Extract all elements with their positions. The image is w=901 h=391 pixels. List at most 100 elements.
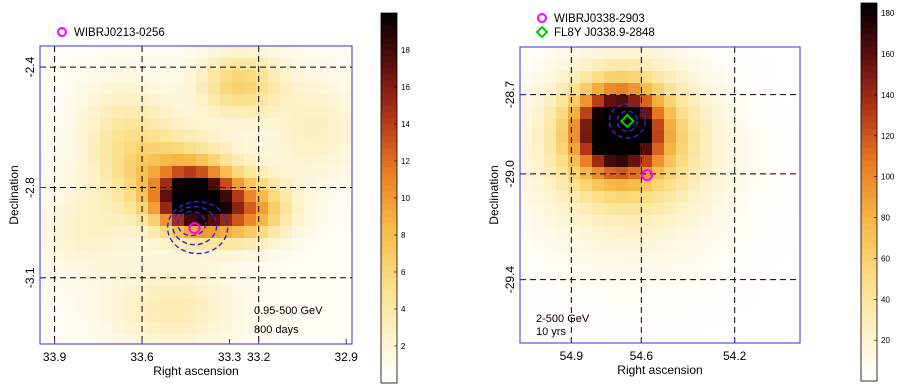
heatmap-cell <box>544 143 557 156</box>
heatmap-cell <box>700 155 713 168</box>
heatmap-cell <box>556 275 569 288</box>
heatmap-cell <box>304 154 317 167</box>
heatmap-cell <box>760 47 773 60</box>
heatmap-cell <box>64 226 77 239</box>
heatmap-cell <box>112 262 125 275</box>
heatmap-cell <box>124 298 137 311</box>
heatmap-cell <box>760 167 773 180</box>
colorbar: 20 40 60 80 100 120 140 160 180 <box>860 2 895 382</box>
heatmap-cell <box>748 83 761 96</box>
heatmap-cell <box>700 71 713 84</box>
heatmap-cell <box>292 82 305 95</box>
heatmap-cell <box>604 287 617 300</box>
heatmap-cell <box>208 190 221 203</box>
heatmap-cell <box>172 190 185 203</box>
heatmap-cell <box>640 59 653 72</box>
heatmap-cell <box>772 227 785 240</box>
heatmap-cell <box>316 334 329 344</box>
heatmap-cell <box>748 227 761 240</box>
heatmap-cell <box>712 239 725 252</box>
heatmap-cell <box>148 130 161 143</box>
heatmap-cell <box>100 250 113 263</box>
heatmap-cell <box>760 239 773 252</box>
heatmap-cell <box>568 71 581 84</box>
heatmap-cell <box>316 262 329 275</box>
heatmap-cell <box>244 202 257 215</box>
heatmap-cell <box>220 298 233 311</box>
heatmap-cell <box>124 190 137 203</box>
heatmap-cell <box>220 202 233 215</box>
heatmap-cell <box>664 71 677 84</box>
heatmap-cell <box>208 274 221 287</box>
heatmap-cell <box>196 334 209 344</box>
heatmap-cell <box>280 262 293 275</box>
heatmap-cell <box>628 263 641 276</box>
heatmap-cell <box>304 58 317 71</box>
heatmap-cell <box>268 82 281 95</box>
heatmap-cell <box>712 179 725 192</box>
heatmap-cell <box>784 95 797 108</box>
heatmap-cell <box>340 274 352 287</box>
heatmap-cell <box>640 131 653 144</box>
heatmap-cell <box>64 118 77 131</box>
heatmap-cell <box>784 107 797 120</box>
heatmap-cell <box>340 106 352 119</box>
heatmap-cell <box>520 143 533 156</box>
colorbar-segment <box>381 117 397 125</box>
heatmap-cell <box>148 214 161 227</box>
heatmap-cell <box>796 203 800 216</box>
heatmap-cell <box>592 47 605 60</box>
heatmap-cell <box>220 190 233 203</box>
heatmap-cell <box>604 263 617 276</box>
heatmap-cell <box>304 226 317 239</box>
heatmap-cell <box>724 83 737 96</box>
heatmap-cell <box>160 226 173 239</box>
heatmap-cell <box>760 143 773 156</box>
y-tick-label: -2.8 <box>23 177 37 198</box>
heatmap-cell <box>676 263 689 276</box>
heatmap-cell <box>664 299 677 312</box>
heatmap-cell <box>196 190 209 203</box>
heatmap-cell <box>328 250 341 263</box>
heatmap-cell <box>124 250 137 263</box>
heatmap-cell <box>268 106 281 119</box>
heatmap-cell <box>556 191 569 204</box>
heatmap-cell <box>556 107 569 120</box>
heatmap-cell <box>724 59 737 72</box>
colorbar-segment <box>861 267 877 275</box>
heatmap-cell <box>532 95 545 108</box>
heatmap-cell <box>676 323 689 336</box>
heatmap-cell <box>304 70 317 83</box>
heatmap-cell <box>592 131 605 144</box>
y-tick-label: -2.4 <box>23 56 37 77</box>
heatmap-cell <box>208 94 221 107</box>
heatmap-cell <box>280 118 293 131</box>
heatmap-cell <box>736 59 749 72</box>
heatmap-cell <box>532 287 545 300</box>
heatmap-cell <box>148 106 161 119</box>
heatmap-cell <box>568 95 581 108</box>
energy-annotation: 800 days <box>254 324 299 336</box>
heatmap-cell <box>664 287 677 300</box>
heatmap-cell <box>568 215 581 228</box>
heatmap-cell <box>100 202 113 215</box>
heatmap-cell <box>544 263 557 276</box>
heatmap-cell <box>544 95 557 108</box>
heatmap-cell <box>40 322 53 335</box>
heatmap-cell <box>208 70 221 83</box>
heatmap-cell <box>640 323 653 336</box>
heatmap-cell <box>40 106 53 119</box>
heatmap-cell <box>640 227 653 240</box>
heatmap-cell <box>160 118 173 131</box>
colorbar-tick-label: 160 <box>881 50 895 59</box>
heatmap-cell <box>148 202 161 215</box>
heatmap-cell <box>544 71 557 84</box>
heatmap-cell <box>652 155 665 168</box>
heatmap-cell <box>604 131 617 144</box>
heatmap-cell <box>292 142 305 155</box>
heatmap-cell <box>292 190 305 203</box>
heatmap-cell <box>760 335 773 343</box>
heatmap-cell <box>652 215 665 228</box>
heatmap-cell <box>184 298 197 311</box>
heatmap-cell <box>256 214 269 227</box>
